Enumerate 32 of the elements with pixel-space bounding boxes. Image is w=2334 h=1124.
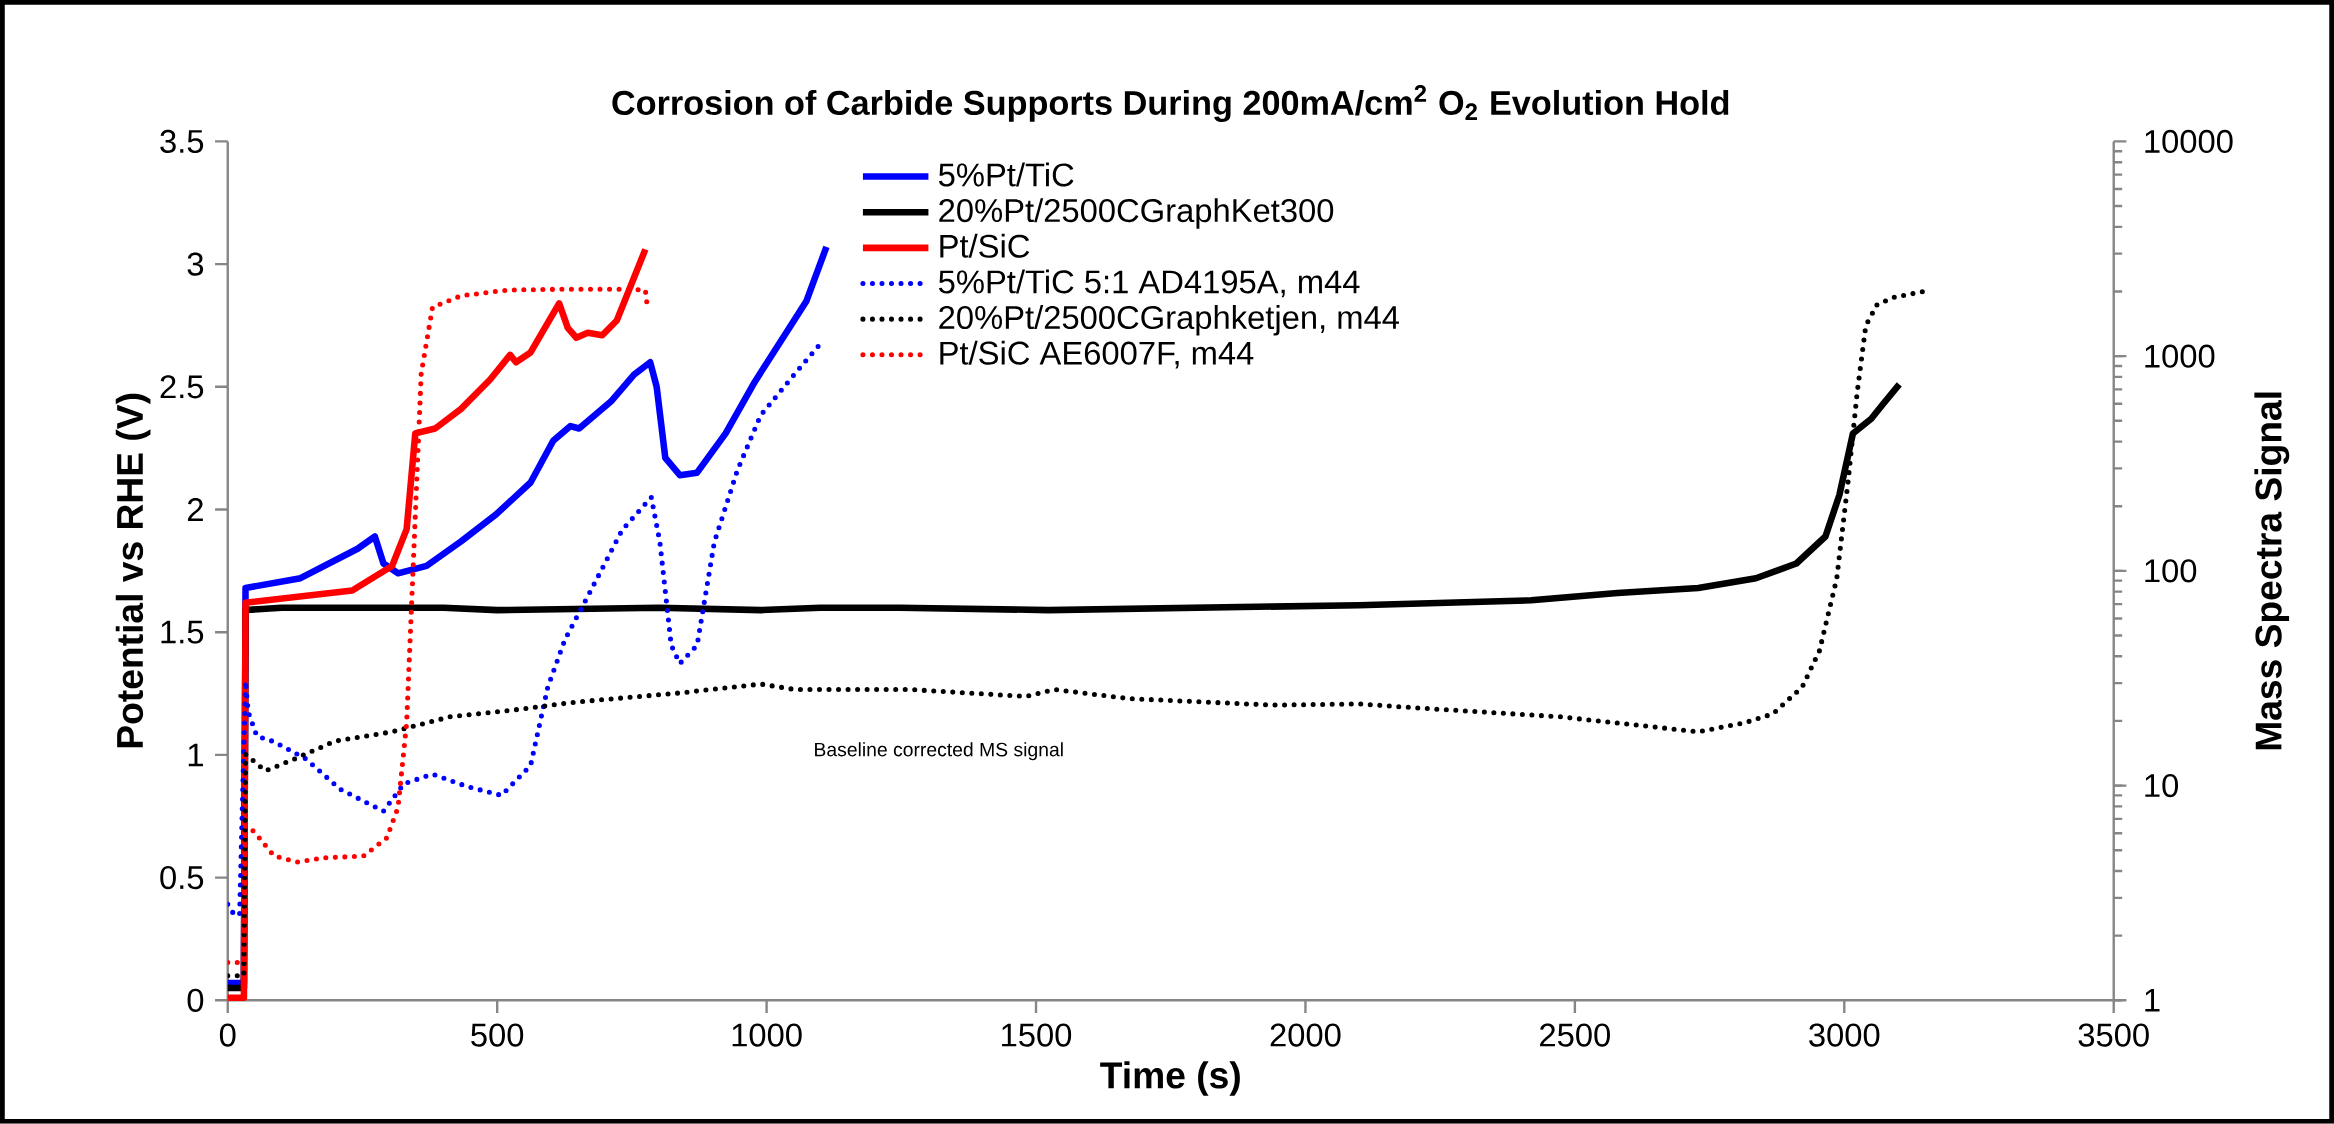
x-tick-label: 2500 bbox=[1540, 1023, 1610, 1047]
y2-tick-label: 1 bbox=[2145, 989, 2160, 1012]
y-tick-label: 1 bbox=[188, 743, 203, 767]
y-tick-label: 1.5 bbox=[161, 620, 204, 644]
y2-axis-title: Mass Spectra Signal bbox=[2254, 392, 2290, 750]
x-tick-label: 1500 bbox=[1002, 1023, 1072, 1047]
y-tick-label: 3 bbox=[187, 252, 204, 276]
legend-label: 20%Pt/2500CGraphketjen, m44 bbox=[939, 305, 1399, 336]
legend-label: 5%Pt/TiC 5:1 AD4195A, m44 bbox=[938, 269, 1360, 298]
y2-tick-label: 10000 bbox=[2145, 129, 2233, 154]
y-tick-label: 0 bbox=[187, 988, 204, 1012]
x-tick-label: 500 bbox=[471, 1023, 524, 1047]
x-tick-label: 3000 bbox=[1809, 1023, 1880, 1047]
y-tick-label: 2 bbox=[187, 498, 203, 522]
y-axis-title: Potential vs RHE (V) bbox=[115, 393, 151, 748]
y-tick-label: 0.5 bbox=[160, 866, 204, 890]
x-axis-title: Time (s) bbox=[1100, 1061, 1240, 1096]
y-tick-label: 2.5 bbox=[160, 375, 204, 399]
chart-title: Corrosion of Carbide Supports During 200mA/cm$^{2}$ O$_{2}$ Evolution Hold bbox=[612, 85, 1729, 123]
legend-label: 20%Pt/2500CGraphKet300 bbox=[939, 198, 1334, 229]
y2-tick-label: 1000 bbox=[2145, 344, 2215, 368]
annotation: Baseline corrected MS signal bbox=[815, 742, 1063, 761]
y-tick-label: 3.5 bbox=[160, 129, 204, 154]
legend-label: Pt/SiC bbox=[940, 233, 1030, 258]
legend-label: 5%Pt/TiC bbox=[938, 162, 1074, 187]
y2-tick-label: 100 bbox=[2145, 559, 2197, 583]
legend-label: Pt/SiC AE6007F, m44 bbox=[940, 340, 1254, 369]
x-tick-label: 0 bbox=[219, 1023, 236, 1047]
x-tick-label: 3500 bbox=[2078, 1023, 2149, 1047]
y2-tick-label: 10 bbox=[2145, 774, 2179, 798]
x-tick-label: 2000 bbox=[1270, 1023, 1341, 1047]
x-tick-label: 1000 bbox=[732, 1023, 802, 1047]
